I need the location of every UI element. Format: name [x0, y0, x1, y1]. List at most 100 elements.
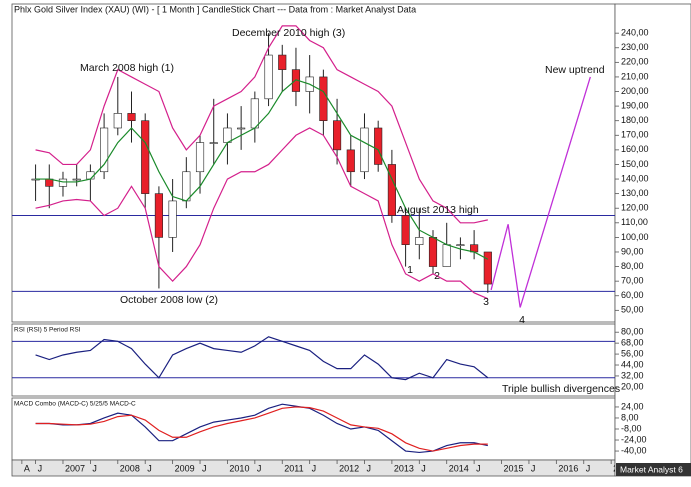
- chart-title: Phlx Gold Silver Index (XAU) (WI) - [ 1 …: [14, 4, 416, 14]
- y-tick-label: 130,00: [621, 188, 649, 198]
- x-tick-label: 2012: [339, 463, 359, 473]
- y-tick-label: 50,00: [621, 305, 644, 315]
- annotation: 4: [519, 314, 525, 326]
- y-tick-label: 20,00: [621, 381, 644, 391]
- candle-body: [141, 120, 150, 194]
- y-tick-label: 190,00: [621, 100, 649, 110]
- labels: 240,00230,00220,00210,00200,00190,00180,…: [80, 27, 649, 456]
- y-tick-label: 60,00: [621, 290, 644, 300]
- x-tick-label: 2007: [65, 463, 85, 473]
- candle-body: [195, 142, 205, 173]
- candle-body: [387, 164, 396, 216]
- series-line: [35, 79, 489, 260]
- annotation: 2: [434, 270, 440, 282]
- candle-body: [127, 113, 136, 121]
- level-label: August 2013 high: [397, 204, 479, 216]
- y-tick-label: 110,00: [621, 217, 648, 227]
- y-tick-label: 120,00: [621, 203, 649, 213]
- annotation: 3: [483, 296, 489, 308]
- series-line: [35, 25, 488, 224]
- y-tick-label: 220,00: [621, 57, 649, 67]
- candle-body: [72, 178, 81, 181]
- x-tick-label: J: [147, 463, 152, 473]
- level-label: October 2008 low (2): [120, 294, 218, 306]
- plot-area: [12, 25, 615, 454]
- x-tick-label: J: [476, 463, 481, 473]
- projection-line: [490, 76, 591, 308]
- y-tick-label: 70,00: [621, 276, 644, 286]
- annotation: December 2010 high (3): [232, 27, 345, 39]
- annotation: Triple bullish divergences: [502, 383, 620, 395]
- y-tick-label: 160,00: [621, 144, 649, 154]
- x-tick-label: J: [92, 463, 97, 473]
- x-tick-label: J: [202, 463, 207, 473]
- x-tick-label: J: [586, 463, 591, 473]
- x-tick-label: 2009: [175, 463, 195, 473]
- rsi-panel: [11, 323, 616, 397]
- candle-body: [428, 237, 438, 267]
- series-line: [35, 403, 488, 454]
- candle-body: [360, 127, 369, 173]
- y-tick-label: 170,00: [621, 130, 649, 140]
- candle-body: [442, 244, 451, 267]
- x-tick-label: J: [366, 463, 371, 473]
- y-tick-label: 32,00: [621, 370, 644, 380]
- candle-body: [168, 200, 177, 238]
- y-tick-label: 24,00: [621, 401, 644, 411]
- candle-body: [415, 237, 424, 245]
- x-tick-label: 2011: [284, 463, 303, 473]
- x-tick-label: 2008: [120, 463, 140, 473]
- x-axis: A J 2007 J 2008 J 2009 J 2010 J 2011 J 2012 J 2013 J 201…: [21, 460, 633, 473]
- y-tick-label: 80,00: [621, 261, 644, 271]
- candle-body: [223, 127, 232, 143]
- candle-body: [346, 149, 355, 173]
- series-line: [35, 127, 489, 300]
- y-tick-label: 200,00: [621, 86, 649, 96]
- y-tick-label: 68,00: [621, 338, 644, 348]
- x-tick-label: J: [38, 463, 43, 473]
- x-tick-label: J: [421, 463, 426, 473]
- y-tick-label: 90,00: [621, 246, 644, 256]
- y-tick-label: 210,00: [621, 71, 649, 81]
- x-tick-label: A: [24, 463, 30, 473]
- y-tick-label: 230,00: [621, 42, 649, 52]
- x-tick-label: 2015: [504, 463, 524, 473]
- rsi-title: RSI (RSI) 5 Period RSI: [14, 327, 81, 334]
- candle-body: [333, 120, 342, 151]
- y-tick-label: 80,00: [621, 327, 644, 337]
- candle-body: [278, 54, 287, 70]
- source: Market Analyst 6: [620, 464, 683, 474]
- y-tick-label: 180,00: [621, 115, 649, 125]
- candle-body: [154, 193, 163, 238]
- y-tick-label: 56,00: [621, 348, 644, 358]
- x-tick-label: 2017: [613, 463, 633, 473]
- candle-body: [58, 178, 68, 187]
- x-tick-label: J: [257, 463, 262, 473]
- y-tick-label: 100,00: [621, 232, 649, 242]
- y-axis-strip: [614, 3, 691, 477]
- y-tick-label: 8,00: [621, 412, 639, 422]
- x-tick-label: 2016: [558, 463, 578, 473]
- candle-body: [100, 127, 109, 173]
- annotation: New uptrend: [545, 64, 605, 76]
- x-tick-label: J: [312, 463, 317, 473]
- y-tick-label: 240,00: [621, 28, 649, 38]
- x-tick-label: 2014: [449, 463, 469, 473]
- y-tick-label: 140,00: [621, 173, 649, 183]
- macd-title: MACD Combo (MACD-C) 5/25/5 MACD-C: [14, 401, 136, 408]
- candle-body: [113, 113, 122, 129]
- candle-body: [182, 171, 191, 202]
- candle-body: [264, 54, 273, 100]
- candle-body: [209, 142, 218, 144]
- annotation: March 2008 high (1): [80, 62, 174, 74]
- candle-body: [237, 127, 246, 130]
- series-line: [35, 336, 489, 381]
- candle-body: [374, 127, 383, 165]
- candle-body: [319, 76, 328, 121]
- annotation: 1: [407, 264, 413, 276]
- series-line: [35, 406, 488, 452]
- candle-body: [250, 98, 259, 129]
- y-tick-label: 44,00: [621, 359, 644, 369]
